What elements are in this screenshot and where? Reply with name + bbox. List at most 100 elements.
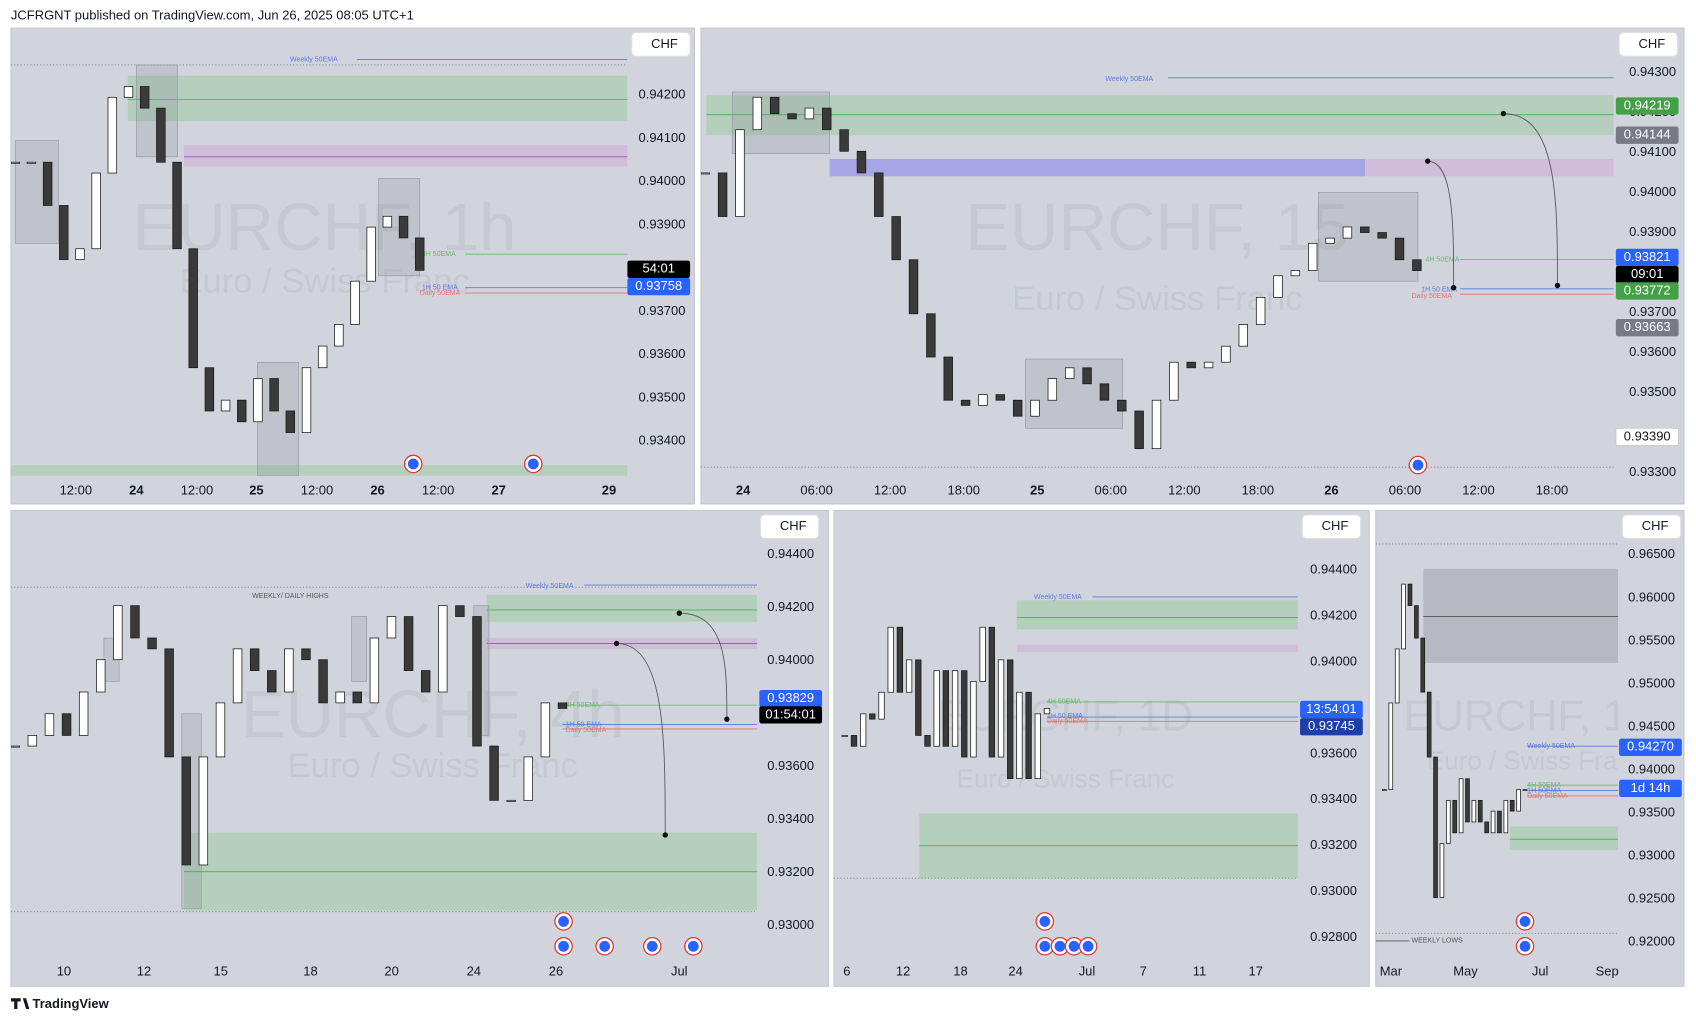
y-tick-label: 0.94300	[1629, 64, 1676, 79]
footer-brand: TradingView	[33, 996, 110, 1011]
candle	[1414, 605, 1419, 639]
zone	[486, 594, 758, 622]
candle	[908, 259, 919, 315]
candle	[1099, 383, 1110, 401]
arrow-path	[616, 643, 666, 835]
y-tick-label: 0.93500	[1628, 805, 1675, 820]
event-icon-inner	[1082, 940, 1094, 952]
candle	[1388, 702, 1394, 790]
event-icon-inner	[1519, 940, 1531, 952]
candle	[1433, 756, 1438, 899]
currency-label: CHF	[1322, 518, 1349, 533]
x-tick-label: 12:00	[301, 482, 333, 497]
x-tick-label: 12:00	[181, 482, 213, 497]
candle	[44, 713, 55, 736]
arrow-dot	[1554, 282, 1561, 289]
x-tick-label: 24	[129, 482, 144, 497]
candle	[350, 280, 360, 325]
x-tick-label: 12:00	[1462, 482, 1494, 497]
x-tick-label: 06:00	[1095, 482, 1127, 497]
candle	[10, 161, 20, 164]
price-tag-bg	[1300, 700, 1363, 719]
annotation: 4H 50EMA	[1426, 256, 1460, 263]
annotation: 1H 50 EMA	[1421, 287, 1457, 294]
candle	[130, 605, 140, 639]
candle	[181, 756, 191, 866]
y-tick-label: 0.93600	[639, 346, 686, 361]
candle	[995, 394, 1006, 401]
candle	[1503, 799, 1509, 834]
x-tick-label: 24	[736, 482, 751, 497]
price-tag: 1d 14h	[1631, 780, 1671, 795]
candle	[915, 659, 922, 736]
zone	[183, 144, 628, 167]
candle	[1151, 399, 1162, 450]
x-tick-label: 25	[1030, 482, 1044, 497]
event-icon-inner	[558, 940, 569, 952]
candle	[198, 756, 209, 866]
candle	[123, 86, 134, 98]
price-tag-bg	[1619, 738, 1682, 756]
event-icon-inner	[1039, 916, 1051, 927]
currency-button[interactable]: CHF	[1618, 31, 1679, 57]
zone	[1423, 568, 1619, 663]
candle	[61, 713, 72, 736]
tv-logo	[10, 998, 30, 1010]
arrow-path	[1503, 113, 1558, 286]
price-tag-bg	[1615, 282, 1679, 300]
candle	[267, 670, 277, 693]
range-box	[1318, 192, 1419, 282]
event-icon-inner	[527, 458, 539, 470]
arrow-dot	[613, 640, 620, 647]
y-tick-label: 0.96500	[1628, 546, 1675, 561]
candle	[1509, 799, 1515, 812]
event-icon-inner	[1519, 916, 1531, 927]
price-tag-bg	[1619, 779, 1682, 798]
candle	[951, 670, 959, 747]
watermark-sub: Euro / Swiss Franc	[1427, 747, 1645, 775]
y-tick-label: 0.94000	[1628, 761, 1675, 776]
annotation: Weekly 50EMA	[1034, 594, 1082, 601]
price-tag: 09:01	[1631, 266, 1663, 281]
candle	[1446, 799, 1451, 844]
currency-button[interactable]: CHF	[631, 31, 691, 57]
candle	[1325, 237, 1335, 244]
watermark: EURCHF, 4h	[241, 677, 625, 752]
y-tick-label: 0.93000	[1310, 883, 1357, 898]
price-tag-bg	[759, 689, 823, 708]
panel-bg	[10, 509, 830, 987]
candle	[988, 626, 995, 758]
candle	[1025, 691, 1032, 780]
candle	[1117, 399, 1127, 412]
candle	[752, 96, 763, 131]
candle	[204, 367, 215, 412]
candle	[1082, 367, 1092, 385]
currency-button[interactable]: CHF	[759, 514, 820, 540]
event-icon-inner	[558, 916, 569, 927]
candle	[1342, 226, 1353, 239]
candle	[506, 799, 516, 802]
candle	[1497, 810, 1502, 834]
candle	[1221, 345, 1231, 363]
candle	[42, 161, 53, 206]
candle	[1394, 237, 1405, 261]
y-tick-label: 0.95500	[1628, 632, 1675, 647]
currency-button[interactable]: CHF	[1301, 514, 1362, 540]
candle	[1273, 275, 1283, 298]
candle	[942, 670, 950, 747]
panel-bg	[833, 509, 1370, 987]
candle	[220, 399, 231, 412]
price-tag-bg	[1615, 266, 1679, 284]
price-tag: 0.93772	[1624, 282, 1671, 297]
price-tag: 54:01	[643, 261, 675, 276]
candle	[860, 713, 867, 747]
range-box	[731, 91, 830, 154]
candle	[1255, 296, 1266, 325]
candle	[1516, 789, 1521, 812]
x-tick-label: 18:00	[947, 482, 979, 497]
annotation: 4H 50EMA	[1527, 782, 1561, 789]
candle	[924, 735, 931, 747]
currency-button[interactable]: CHF	[1621, 514, 1682, 540]
zone	[1016, 644, 1298, 653]
